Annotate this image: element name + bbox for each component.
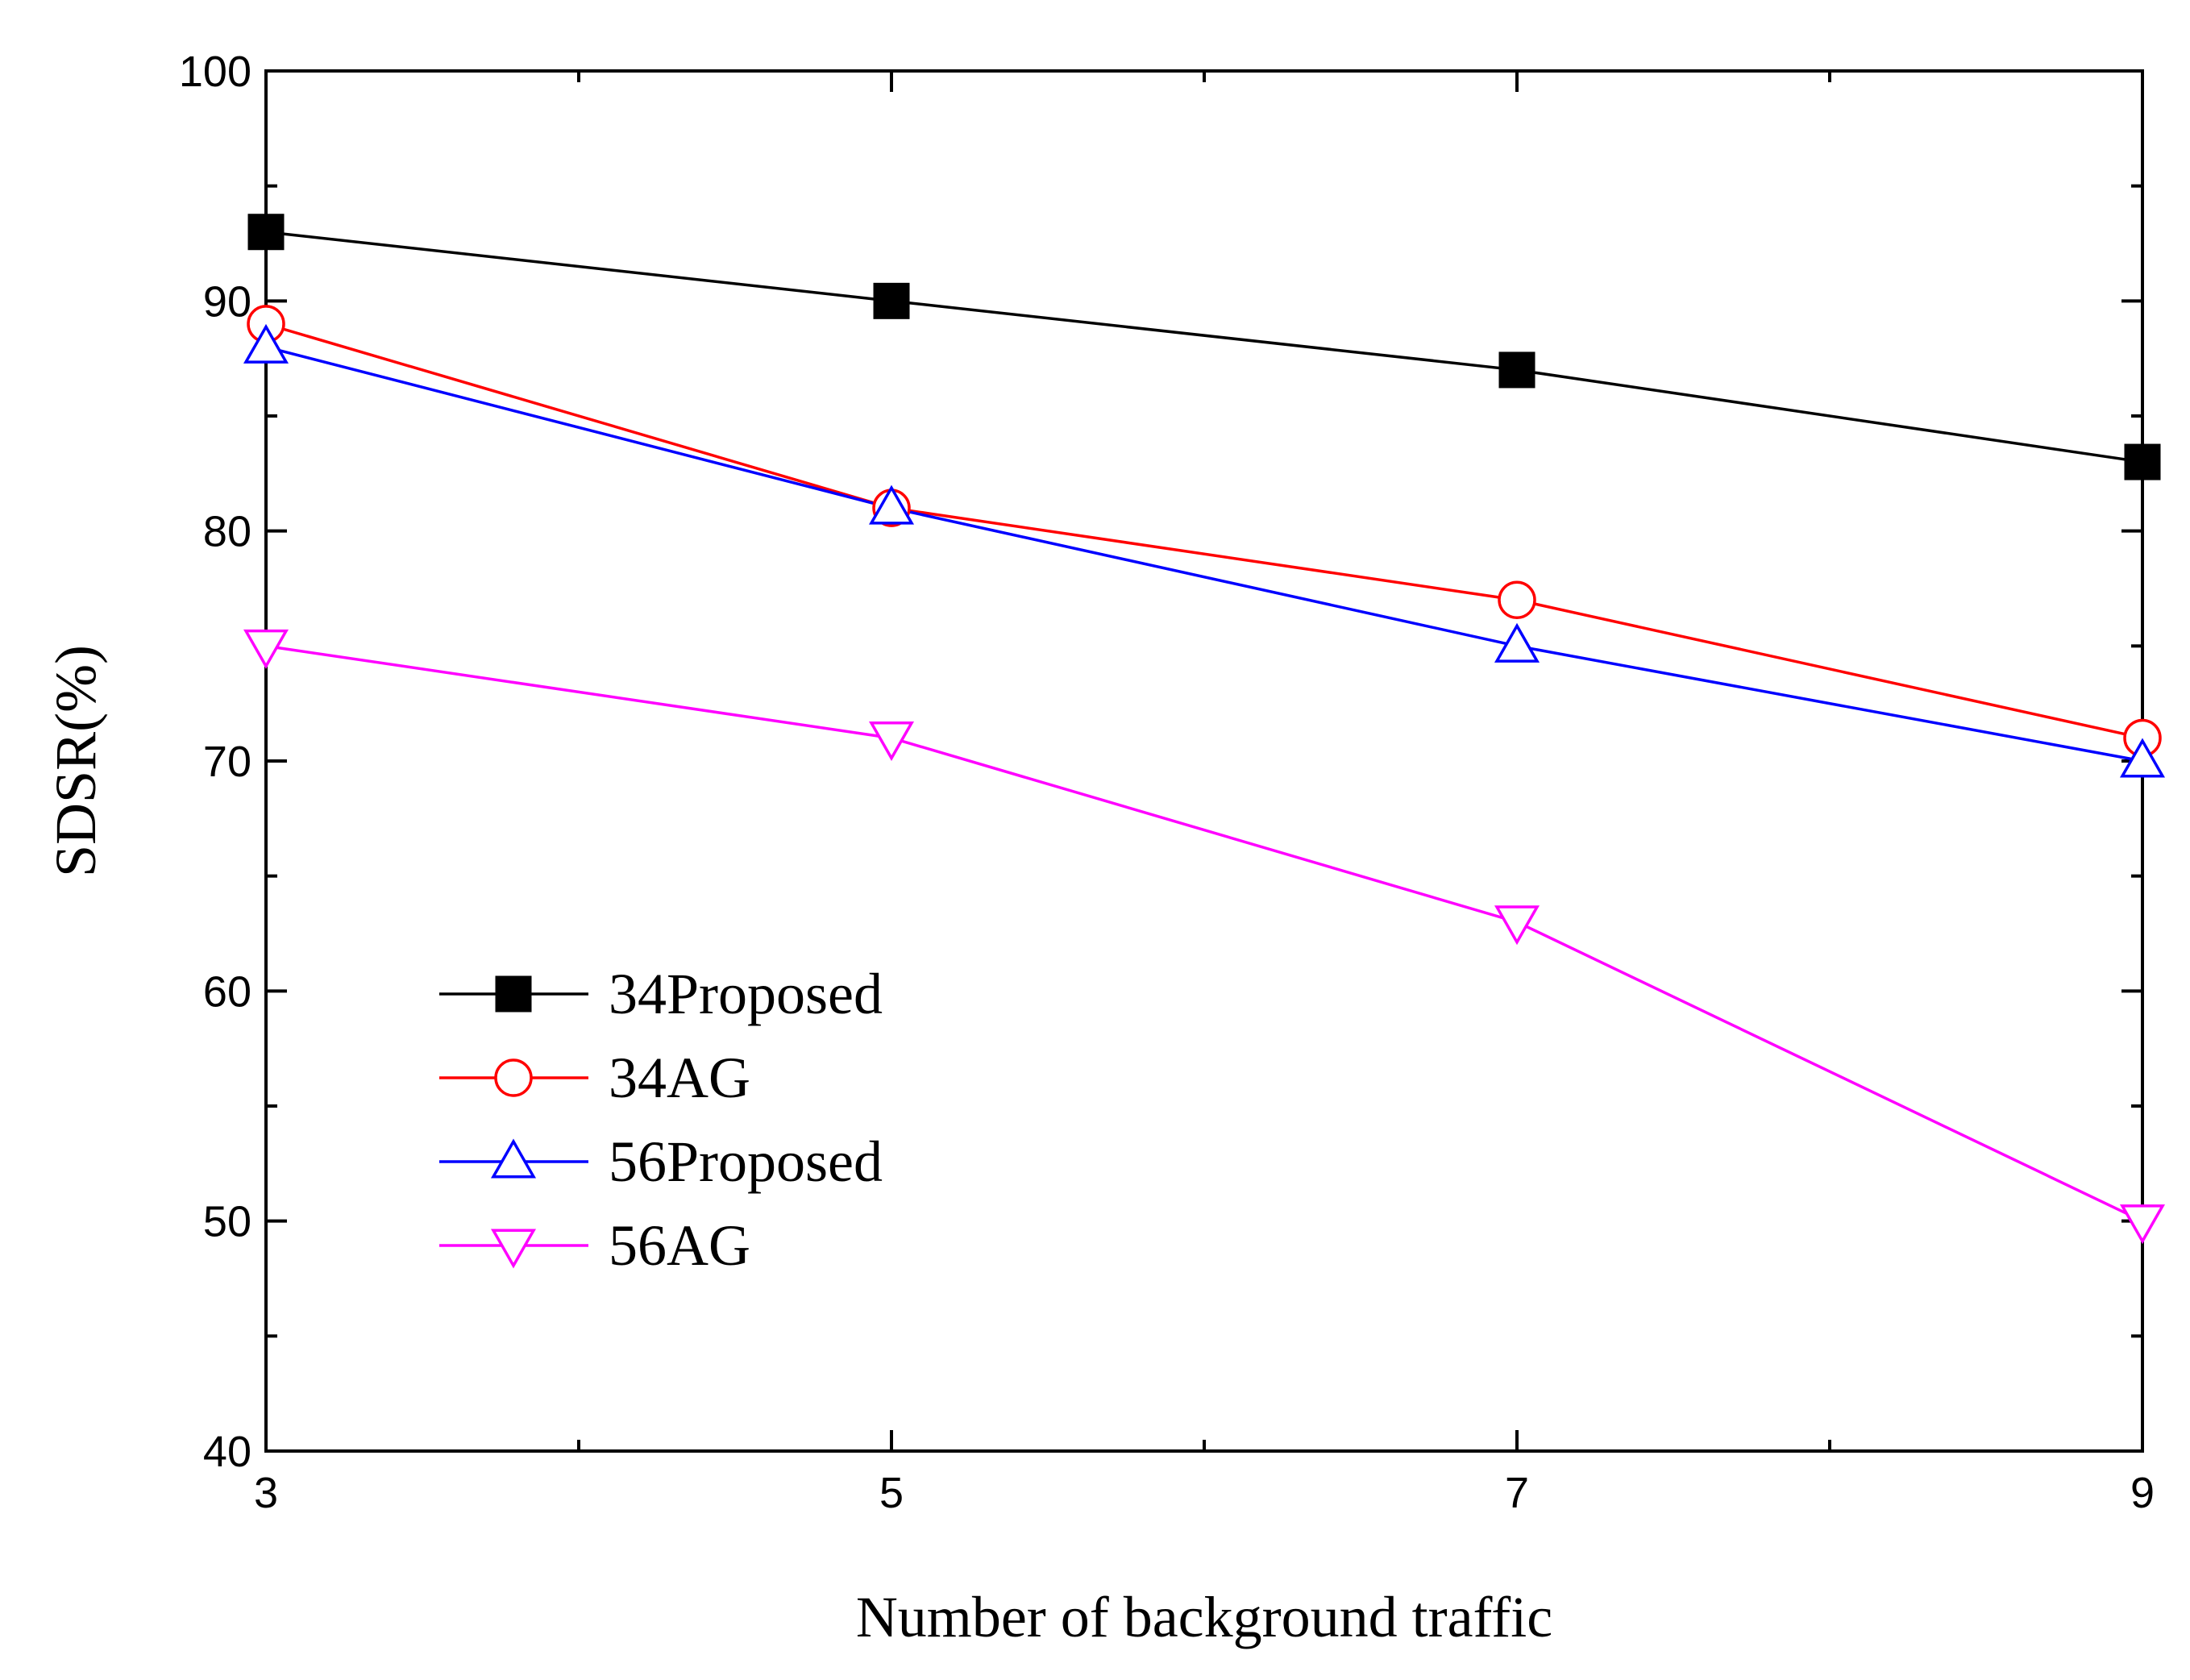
legend-marker-56AG <box>490 1229 537 1269</box>
legend-label-56AG: 56AG <box>609 1213 750 1278</box>
y-tick-label: 40 <box>203 1428 251 1476</box>
legend-label-56Proposed: 56Proposed <box>609 1129 883 1194</box>
series-line-34Proposed <box>265 230 2143 464</box>
data-point-56Proposed <box>243 323 289 364</box>
x-axis-title: Number of background traffic <box>856 1585 1552 1649</box>
data-point-56Proposed <box>2119 738 2166 778</box>
data-point-56AG <box>243 629 289 669</box>
data-point-34Proposed <box>247 214 285 251</box>
series-line-34AG <box>265 322 2143 740</box>
data-point-56AG <box>2119 1204 2166 1245</box>
x-tick-label: 3 <box>254 1469 278 1517</box>
data-point-56Proposed <box>1494 622 1540 663</box>
x-tick-label: 7 <box>1505 1469 1529 1517</box>
series-line-56AG <box>265 644 2143 1223</box>
y-tick-label: 70 <box>203 738 251 786</box>
y-tick-label: 50 <box>203 1198 251 1246</box>
x-tick-label: 9 <box>2130 1469 2155 1517</box>
legend-label-34Proposed: 34Proposed <box>609 962 883 1026</box>
legend-label-34AG: 34AG <box>609 1046 750 1110</box>
data-point-34Proposed <box>2124 443 2161 480</box>
legend: 34Proposed 34AG 56Proposed 56AG <box>439 962 883 1278</box>
legend-marker-34AG <box>494 1058 533 1097</box>
data-point-34Proposed <box>873 282 910 319</box>
data-point-34AG <box>1498 580 1536 620</box>
y-tick-label: 90 <box>203 277 251 326</box>
data-point-56Proposed <box>868 484 915 525</box>
y-tick-label: 60 <box>203 967 251 1016</box>
data-point-34Proposed <box>1498 351 1535 389</box>
y-tick-label: 100 <box>179 48 251 96</box>
y-axis-title: SDSR(%) <box>44 645 108 877</box>
data-point-56AG <box>1494 905 1540 946</box>
x-tick-label: 5 <box>879 1469 904 1517</box>
legend-marker-34Proposed <box>495 975 532 1013</box>
plot-area: 40 50 60 70 80 90 100 3 5 7 9 <box>179 48 2166 1517</box>
data-point-56AG <box>868 721 915 761</box>
y-tick-label: 80 <box>203 508 251 556</box>
legend-marker-56Proposed <box>490 1138 537 1179</box>
series-line-56Proposed <box>265 345 2143 763</box>
